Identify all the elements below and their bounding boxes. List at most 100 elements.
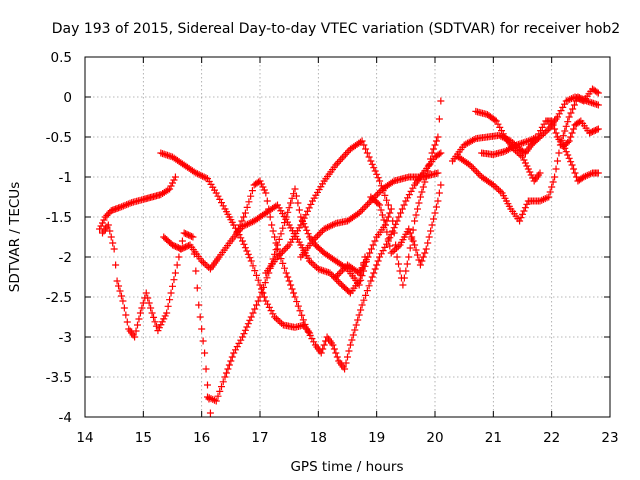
- data-point: [218, 199, 225, 207]
- y-tick-label: -3.5: [46, 370, 72, 386]
- data-point: [312, 234, 320, 242]
- data-point: [263, 274, 271, 282]
- data-point: [524, 165, 532, 173]
- data-point: [293, 298, 301, 306]
- data-point: [357, 276, 365, 284]
- data-point: [437, 181, 445, 189]
- data-point: [315, 230, 323, 238]
- data-point: [175, 253, 183, 261]
- data-point: [562, 122, 570, 130]
- data-point: [337, 268, 345, 276]
- data-point: [279, 224, 287, 232]
- data-point: [246, 316, 254, 324]
- data-point: [511, 142, 519, 150]
- data-point: [570, 101, 578, 109]
- data-point: [567, 109, 575, 117]
- data-point: [262, 189, 270, 197]
- data-point: [412, 211, 420, 219]
- data-point: [569, 105, 577, 113]
- data-point: [540, 120, 548, 128]
- data-point: [381, 243, 389, 251]
- data-point: [416, 261, 424, 269]
- data-point: [345, 347, 353, 355]
- data-point: [340, 264, 348, 272]
- y-tick-label: 0.5: [51, 50, 72, 66]
- data-point: [523, 162, 531, 170]
- x-tick-labels: 14 15 16 17 18 19 20 21 22 23: [76, 430, 618, 446]
- data-point: [351, 326, 359, 334]
- data-point: [144, 294, 152, 302]
- data-point: [310, 235, 318, 243]
- data-point: [409, 184, 417, 192]
- data-point: [305, 204, 313, 212]
- data-point: [123, 318, 131, 326]
- data-point: [239, 333, 246, 341]
- data-point: [434, 169, 442, 177]
- data-point: [555, 149, 563, 157]
- data-point: [284, 243, 291, 251]
- y-tick-labels: 0.5 0 -0.5 -1 -1.5 -2 -2.5 -3 -3.5 -4: [46, 50, 72, 426]
- data-point: [377, 206, 385, 214]
- data-point: [263, 197, 271, 205]
- data-point: [126, 199, 134, 207]
- data-point: [246, 254, 254, 262]
- data-point: [198, 325, 206, 333]
- data-point: [271, 313, 279, 321]
- data-point: [166, 185, 174, 193]
- data-point: [552, 129, 560, 137]
- data-point: [123, 201, 131, 209]
- data-point: [247, 313, 255, 321]
- data-point: [332, 349, 340, 357]
- data-point: [244, 220, 251, 228]
- data-point: [185, 242, 193, 250]
- data-point: [520, 156, 528, 164]
- data-point: [403, 260, 411, 268]
- data-point: [256, 177, 264, 185]
- plot-frame: [84, 56, 611, 418]
- data-point: [397, 209, 405, 217]
- data-point: [349, 331, 357, 339]
- data-point: [272, 202, 280, 210]
- data-point: [139, 299, 147, 307]
- data-point: [249, 262, 257, 270]
- data-point: [495, 186, 503, 194]
- data-point: [295, 206, 303, 214]
- data-point: [371, 265, 379, 273]
- data-point: [274, 253, 281, 261]
- data-point: [559, 132, 567, 140]
- data-point: [373, 261, 381, 269]
- data-point: [354, 268, 361, 276]
- data-point: [124, 200, 132, 208]
- data-point: [340, 152, 348, 160]
- data-point: [572, 97, 580, 105]
- data-point: [113, 277, 121, 285]
- data-point: [282, 213, 290, 221]
- data-point: [557, 107, 565, 115]
- data-points: [96, 85, 602, 417]
- x-tick-label: 17: [251, 430, 268, 446]
- data-point: [335, 157, 343, 165]
- data-point: [428, 221, 436, 229]
- data-point: [173, 261, 181, 269]
- data-point: [121, 201, 129, 209]
- data-point: [287, 199, 295, 207]
- data-point: [393, 253, 401, 261]
- data-point: [364, 253, 372, 261]
- data-point: [365, 282, 373, 290]
- data-point: [199, 172, 206, 180]
- data-point: [384, 213, 392, 221]
- data-point: [334, 278, 342, 286]
- data-point: [203, 262, 211, 270]
- data-point: [365, 153, 373, 161]
- data-point: [375, 188, 383, 196]
- data-point: [274, 245, 281, 253]
- data-point: [406, 244, 414, 252]
- data-point: [562, 148, 570, 156]
- data-point: [163, 309, 171, 317]
- data-point: [268, 221, 276, 229]
- data-point: [419, 253, 427, 261]
- data-point: [495, 131, 503, 139]
- data-point: [199, 259, 207, 267]
- data-point: [570, 165, 578, 173]
- data-point: [233, 343, 241, 351]
